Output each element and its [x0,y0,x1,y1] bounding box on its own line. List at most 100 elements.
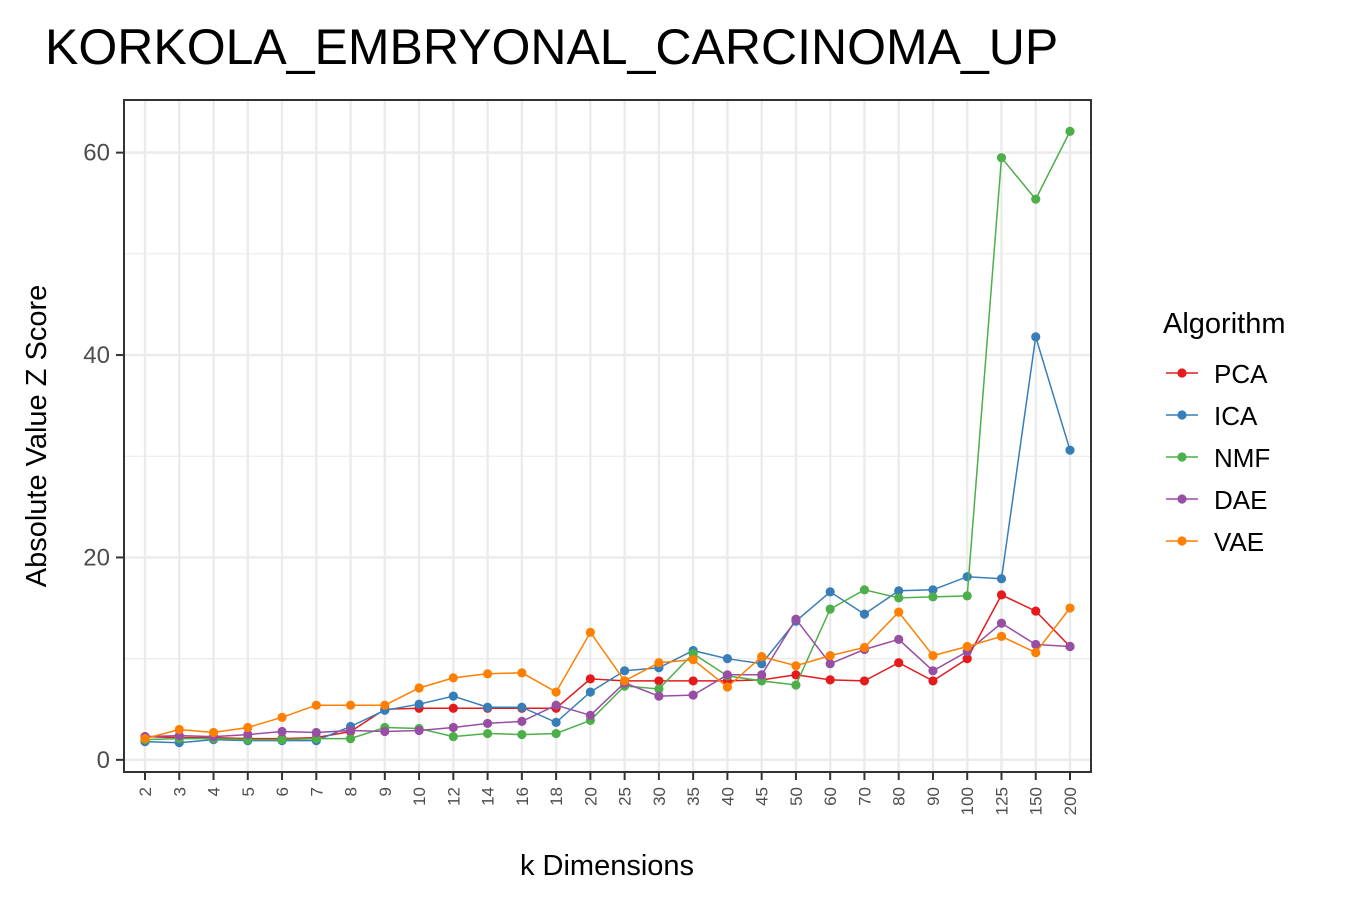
x-tick-label: 10 [410,787,429,806]
data-point-nmf [345,734,356,744]
data-point-ica [551,717,561,728]
data-point-ica [620,666,630,676]
data-point-nmf [1065,126,1075,136]
data-point-vae [688,655,698,665]
data-point-vae [962,641,972,652]
data-point-vae [1031,647,1041,658]
grid-major [124,100,1091,772]
data-point-vae [585,627,595,637]
data-point-vae [208,727,219,738]
x-axis: 2 3 4 5 6 7 8 9 10 12 14 16 18 20 25 30 35 40 45 50 60 70 80 90… [136,772,1080,815]
data-point-vae [1065,603,1075,613]
data-point-vae [174,724,184,735]
data-point-dae [825,659,835,669]
data-point-vae [345,700,356,710]
data-point-dae [448,722,458,733]
x-tick-label: 35 [684,787,703,806]
x-tick-label: 4 [205,787,224,796]
x-tick-label: 8 [342,787,361,796]
legend-label: PCA [1214,359,1268,389]
legend-item-nmf: NMF [1166,443,1270,473]
panel-border [123,99,1092,773]
plot-panel [123,99,1092,773]
x-tick-label: 20 [581,787,600,806]
data-point-ica [894,586,904,596]
x-tick-label: 70 [855,787,874,806]
data-point-dae [791,614,801,624]
x-tick-label: 7 [307,787,326,796]
x-tick-label: 16 [513,787,532,806]
x-tick-label: 25 [616,787,635,806]
legend-item-ica: ICA [1166,401,1258,431]
data-point-nmf [482,728,493,739]
series-line-dae [144,617,1071,738]
data-point-ica [722,654,733,664]
data-point-nmf [654,684,664,694]
x-tick-label: 80 [890,787,909,806]
data-point-dae [380,726,390,737]
data-point-vae [448,673,458,683]
data-point-vae [620,676,630,686]
data-point-dae [1031,639,1041,650]
x-tick-label: 150 [1027,787,1046,815]
y-axis-label: Absolute Value Z Score [21,285,53,588]
data-point-dae [688,690,698,700]
data-point-ica [928,585,938,595]
data-point-ica [757,659,767,669]
x-tick-label: 5 [239,787,258,796]
x-tick-label: 6 [273,787,292,796]
data-point-dae [1065,641,1075,652]
data-point-vae [825,651,835,661]
data-point-nmf [928,592,938,602]
data-point-nmf [859,585,870,595]
x-tick-label: 9 [376,787,395,796]
data-point-nmf [996,153,1007,163]
data-point-ica [585,687,595,697]
data-point-ica [414,699,424,709]
data-point-nmf [791,680,801,690]
data-point-nmf [277,735,287,745]
legend-item-vae: VAE [1166,527,1264,557]
y-axis: 0 20 40 60 [83,140,124,774]
legend-item-pca: PCA [1166,359,1268,389]
series-nmf [140,126,1075,745]
data-point-dae [894,634,904,645]
data-point-dae [928,666,938,676]
data-point-vae [894,607,904,617]
data-point-dae [585,710,595,720]
data-point-nmf [894,593,904,603]
data-point-pca [996,590,1007,600]
legend-item-dae: DAE [1166,485,1267,515]
series-line-pca [144,593,1071,740]
legend-label: VAE [1214,527,1264,557]
series-line-ica [144,336,1071,744]
data-point-vae [551,687,561,697]
x-tick-label: 2 [136,787,155,796]
data-point-nmf [517,729,527,740]
data-point-dae [517,716,527,726]
data-point-nmf [825,604,835,614]
data-point-pca [1031,606,1041,616]
y-tick-label: 20 [83,544,110,571]
legend-key-point [1177,368,1187,378]
legend-title: Algorithm [1163,308,1286,340]
data-point-ica [996,574,1007,584]
data-point-pca [894,658,904,668]
data-point-vae [654,658,664,668]
x-tick-label: 3 [170,787,189,796]
data-point-nmf [1031,194,1041,204]
data-point-dae [243,729,253,740]
series-layer [140,126,1075,748]
data-point-vae [517,668,527,678]
legend-label: NMF [1214,443,1270,473]
data-point-vae [791,661,801,671]
data-point-pca [585,674,595,684]
legend-label: ICA [1214,401,1258,431]
x-tick-label: 125 [992,787,1011,815]
data-point-pca [791,670,801,680]
data-point-nmf [448,731,458,742]
data-point-vae [414,683,424,693]
data-point-ica [448,691,458,701]
x-tick-label: 18 [547,787,566,806]
